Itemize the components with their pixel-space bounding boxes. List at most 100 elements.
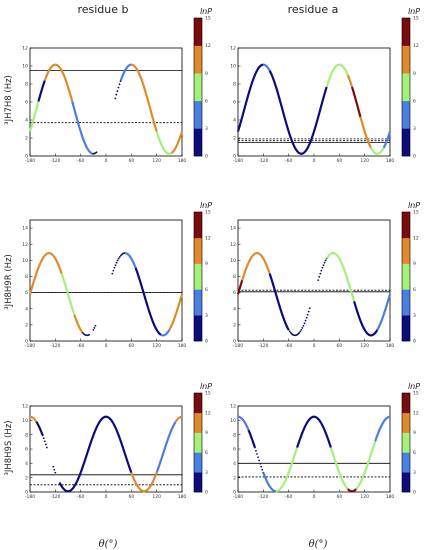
- curve-point: [253, 446, 256, 449]
- colorbar-tick-label: 3: [413, 313, 416, 319]
- colorbar-frame: [193, 211, 203, 342]
- colorbar-title: lnP: [408, 382, 420, 391]
- colorbar-tick-label: 0: [413, 490, 416, 496]
- y-tick-label: 8: [233, 432, 236, 438]
- colorbar-tick-label: 15: [205, 16, 211, 22]
- colorbar-tick-label: 6: [413, 450, 416, 456]
- colorbar-tick-label: 6: [413, 98, 416, 104]
- x-tick-label: -60: [285, 343, 292, 349]
- curve-segment: [236, 279, 244, 295]
- curve-segment: [155, 421, 177, 474]
- colorbar-band: [194, 393, 202, 414]
- panel-row3-residue-b: 0 2 4 6 8 10 12 -180 -120 -60 0 60 120 180: [22, 404, 186, 500]
- plot-frame: [29, 405, 183, 493]
- x-tick-label: -120: [50, 343, 60, 349]
- y-tick-label: 6: [233, 447, 236, 453]
- y-tick-label: 2: [25, 475, 28, 481]
- y-tick-label: 6: [25, 290, 28, 296]
- colorbar-band: [402, 73, 410, 102]
- y-tick-label: 12: [230, 404, 236, 410]
- colorbar-tick-label: 15: [413, 210, 419, 216]
- x-tick-label: -120: [50, 494, 60, 500]
- curve-point: [301, 327, 304, 329]
- curve-point: [320, 269, 323, 272]
- curve-point: [115, 93, 118, 96]
- colorbar-tick-label: 6: [205, 450, 208, 456]
- colorbar-band: [194, 18, 202, 46]
- curve-segment: [160, 329, 171, 337]
- curve-point: [299, 330, 302, 333]
- colorbar-tick-label: 6: [413, 287, 416, 293]
- curve-segment: [263, 63, 271, 72]
- colorbar-tick-label: 9: [205, 71, 208, 77]
- curve-point: [118, 83, 121, 86]
- y-tick-label: 12: [22, 242, 28, 248]
- curve-segment: [350, 86, 362, 118]
- curve-point: [287, 328, 290, 331]
- colorbar-tick-label: 12: [413, 43, 419, 49]
- colorbar-tick-label: 12: [205, 410, 211, 416]
- curve-point: [45, 446, 48, 449]
- colorbar-band: [402, 412, 410, 433]
- colorbar-tick-label: 9: [413, 261, 416, 267]
- colorbar-band: [194, 412, 202, 433]
- x-tick-label: 180: [178, 343, 187, 349]
- x-tick-label: 120: [152, 343, 161, 349]
- colorbar-tick-label: 9: [413, 71, 416, 77]
- curve-point: [319, 272, 322, 275]
- curve-point: [261, 468, 264, 471]
- curve-segment: [275, 447, 299, 493]
- curve-point: [305, 316, 308, 319]
- curve-segment: [73, 314, 84, 334]
- curve-point: [317, 279, 320, 282]
- y-tick-label: 8: [233, 82, 236, 88]
- colorbar-band: [194, 472, 202, 493]
- x-axis-label-left: θ(°): [99, 539, 118, 550]
- panel-row3-residue-a: 0 2 4 6 8 10 12 -180 -120 -60 0 60 120 180: [230, 404, 394, 500]
- curve-point: [298, 331, 301, 334]
- x-tick-label: 120: [152, 158, 161, 164]
- colorbar-tick-label: 3: [413, 126, 416, 132]
- x-tick-label: 60: [128, 494, 134, 500]
- x-tick-label: -60: [285, 494, 292, 500]
- x-tick-label: 180: [178, 158, 187, 164]
- colorbar-title: lnP: [408, 201, 420, 210]
- curve-segment: [236, 63, 264, 132]
- y-tick-label: 10: [22, 64, 28, 70]
- colorbar-band: [194, 263, 202, 290]
- x-tick-label: -180: [233, 158, 243, 164]
- panel-row2-residue-a: 0 2 4 6 8 10 12 14 -180 -120 -60 0 60 120 180: [230, 219, 394, 349]
- colorbar-band: [194, 73, 202, 102]
- y-tick-label: 10: [22, 258, 28, 264]
- x-tick-label: 0: [313, 158, 316, 164]
- curve-point: [117, 257, 120, 260]
- x-tick-label: 120: [360, 158, 369, 164]
- panel-row2-residue-b: 0 2 4 6 8 10 12 14 -180 -120 -60 0 60 120 180: [22, 219, 187, 349]
- curve-point: [54, 471, 57, 474]
- curve-segment: [347, 488, 357, 493]
- curve-point: [318, 275, 321, 278]
- x-tick-label: 120: [360, 494, 369, 500]
- x-tick-label: -180: [233, 343, 243, 349]
- curve-point: [117, 86, 120, 89]
- curve-point: [288, 330, 291, 333]
- curve-point: [114, 97, 117, 100]
- colorbar-title: lnP: [200, 7, 212, 16]
- curve-segment: [170, 131, 184, 154]
- colorbar-tick-label: 12: [205, 235, 211, 241]
- curve-point: [255, 449, 257, 452]
- y-tick-label: 2: [233, 136, 236, 142]
- colorbar-tick-label: 15: [205, 210, 211, 216]
- colorbar-band: [402, 263, 410, 290]
- x-tick-label: -60: [77, 343, 84, 349]
- colorbar-tick-label: 3: [205, 313, 208, 319]
- y-tick-label: 4: [25, 118, 28, 124]
- curve-point: [44, 443, 47, 446]
- colorbar-band: [194, 237, 202, 264]
- colorbar-band: [194, 452, 202, 473]
- y-tick-label: 8: [233, 274, 236, 280]
- colorbar-tick-label: 0: [413, 154, 416, 160]
